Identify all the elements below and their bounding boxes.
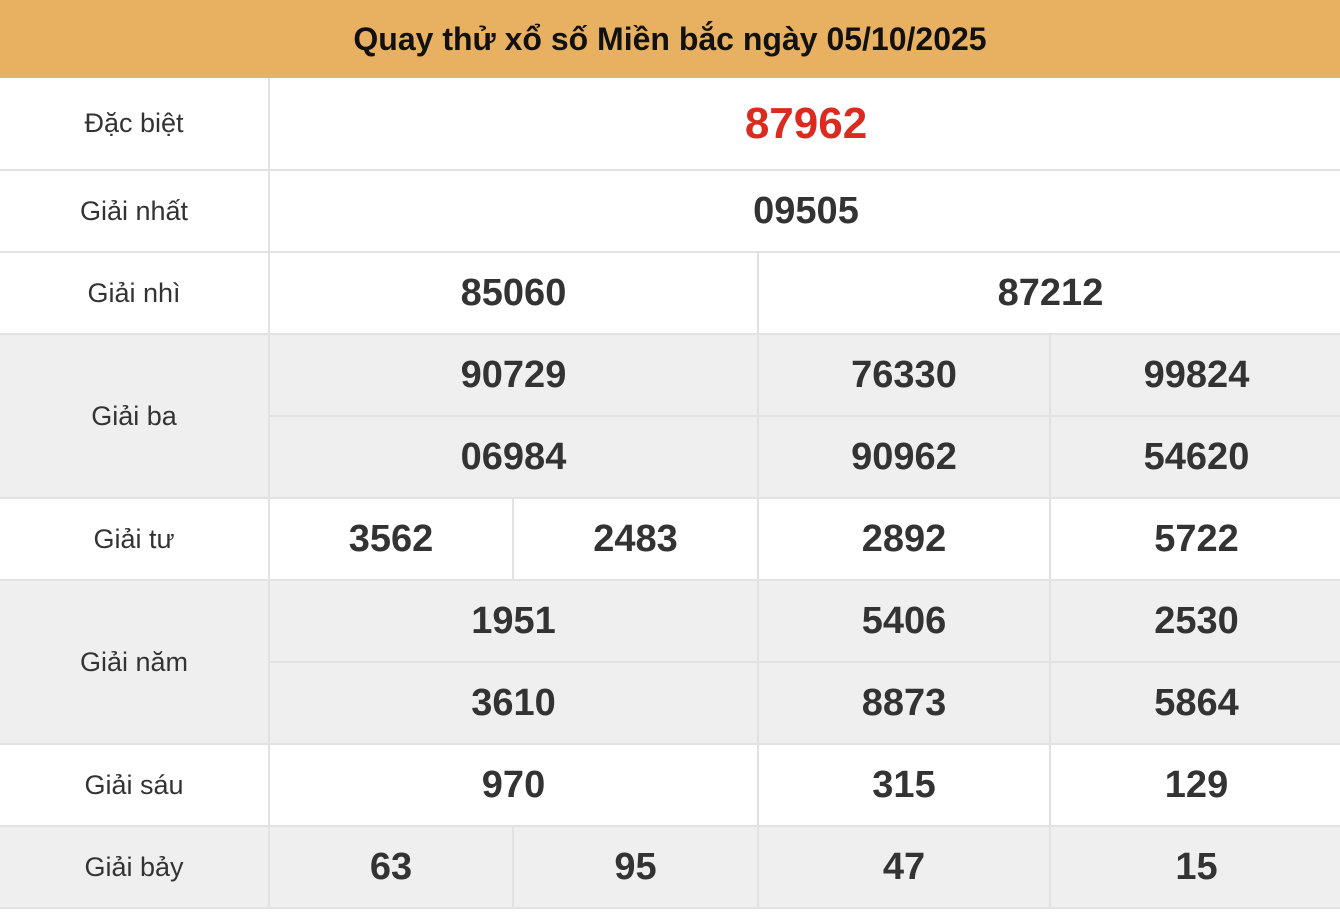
- prize-number: 87212: [759, 253, 1340, 333]
- prize-number: 2892: [759, 499, 1049, 579]
- prize-number: 95: [514, 827, 757, 907]
- prize-label-nhi: Giải nhì: [0, 253, 268, 333]
- prize-label-bay: Giải bảy: [0, 827, 268, 907]
- prize-number: 2530: [1051, 581, 1340, 661]
- prize-label-dac-biet: Đặc biệt: [0, 78, 268, 169]
- prize-number: 15: [1051, 827, 1340, 907]
- prize-number: 970: [270, 745, 757, 825]
- prize-number: 1951: [270, 581, 757, 661]
- prize-label-nam: Giải năm: [0, 581, 268, 743]
- prize-label-tu: Giải tư: [0, 499, 268, 579]
- prize-number: 90729: [270, 335, 757, 415]
- prize-number: 3610: [270, 663, 757, 743]
- prize-number: 63: [270, 827, 512, 907]
- prize-number: 85060: [270, 253, 757, 333]
- prize-number: 2483: [514, 499, 757, 579]
- prize-number: 5406: [759, 581, 1049, 661]
- prize-number: 09505: [270, 171, 1340, 251]
- prize-number: 3562: [270, 499, 512, 579]
- page-title: Quay thử xổ số Miền bắc ngày 05/10/2025: [0, 0, 1340, 78]
- prize-number: 8873: [759, 663, 1049, 743]
- prize-label-ba: Giải ba: [0, 335, 268, 497]
- special-prize-number: 87962: [270, 78, 1340, 169]
- results-table: Đặc biệt 87962 Giải nhất 09505 Giải nhì …: [0, 78, 1340, 909]
- prize-label-nhat: Giải nhất: [0, 171, 268, 251]
- prize-number: 99824: [1051, 335, 1340, 415]
- prize-label-sau: Giải sáu: [0, 745, 268, 825]
- prize-number: 315: [759, 745, 1049, 825]
- prize-number: 5722: [1051, 499, 1340, 579]
- prize-number: 129: [1051, 745, 1340, 825]
- prize-number: 06984: [270, 417, 757, 497]
- prize-number: 76330: [759, 335, 1049, 415]
- prize-number: 47: [759, 827, 1049, 907]
- prize-number: 54620: [1051, 417, 1340, 497]
- prize-number: 90962: [759, 417, 1049, 497]
- prize-number: 5864: [1051, 663, 1340, 743]
